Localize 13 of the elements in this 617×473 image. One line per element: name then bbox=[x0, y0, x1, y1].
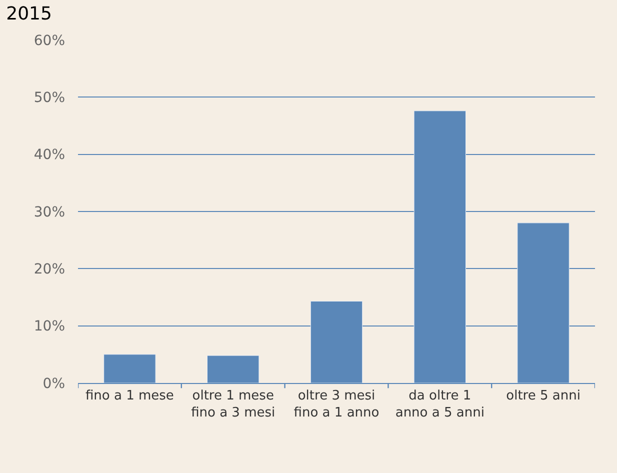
x-tick-label: da oltre 1 anno a 5 anni bbox=[395, 388, 484, 420]
chart-title: 2015 bbox=[6, 4, 52, 25]
y-tick-label: 60% bbox=[34, 32, 65, 49]
y-tick-label: 10% bbox=[34, 318, 65, 335]
x-tick-label: fino a 1 mese bbox=[85, 388, 174, 404]
y-tick-label: 50% bbox=[34, 90, 65, 106]
x-tick-label: oltre 5 anni bbox=[506, 388, 580, 404]
y-tick-label: 0% bbox=[42, 376, 65, 392]
y-tick-label: 30% bbox=[34, 204, 65, 220]
y-tick-label: 40% bbox=[34, 147, 65, 164]
x-tick-label: oltre 1 mese fino a 3 mesi bbox=[191, 388, 276, 420]
x-tick-label: oltre 3 mesi fino a 1 anno bbox=[294, 388, 380, 420]
y-tick-label: 20% bbox=[34, 262, 65, 278]
